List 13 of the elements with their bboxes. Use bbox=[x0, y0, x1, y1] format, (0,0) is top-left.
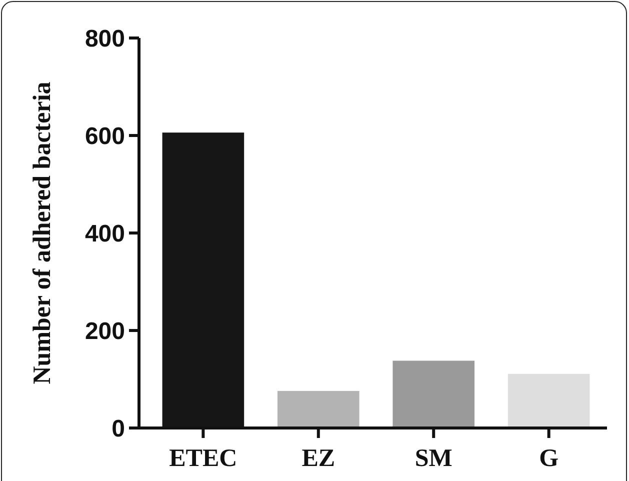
bar bbox=[277, 390, 360, 428]
bar bbox=[392, 360, 475, 428]
x-tick-label: SM bbox=[414, 445, 452, 472]
x-tick-label: G bbox=[539, 445, 559, 472]
y-tick-label: 200 bbox=[84, 318, 125, 346]
x-tick-label: EZ bbox=[302, 445, 336, 472]
x-tick-label: ETEC bbox=[169, 445, 238, 472]
y-tick-label: 400 bbox=[84, 220, 125, 248]
y-tick-label: 800 bbox=[84, 26, 125, 53]
y-axis-title: Number of adhered bacteria bbox=[29, 81, 56, 384]
y-tick-label: 0 bbox=[112, 416, 125, 443]
bar bbox=[508, 374, 590, 428]
y-tick-label: 600 bbox=[84, 123, 125, 150]
